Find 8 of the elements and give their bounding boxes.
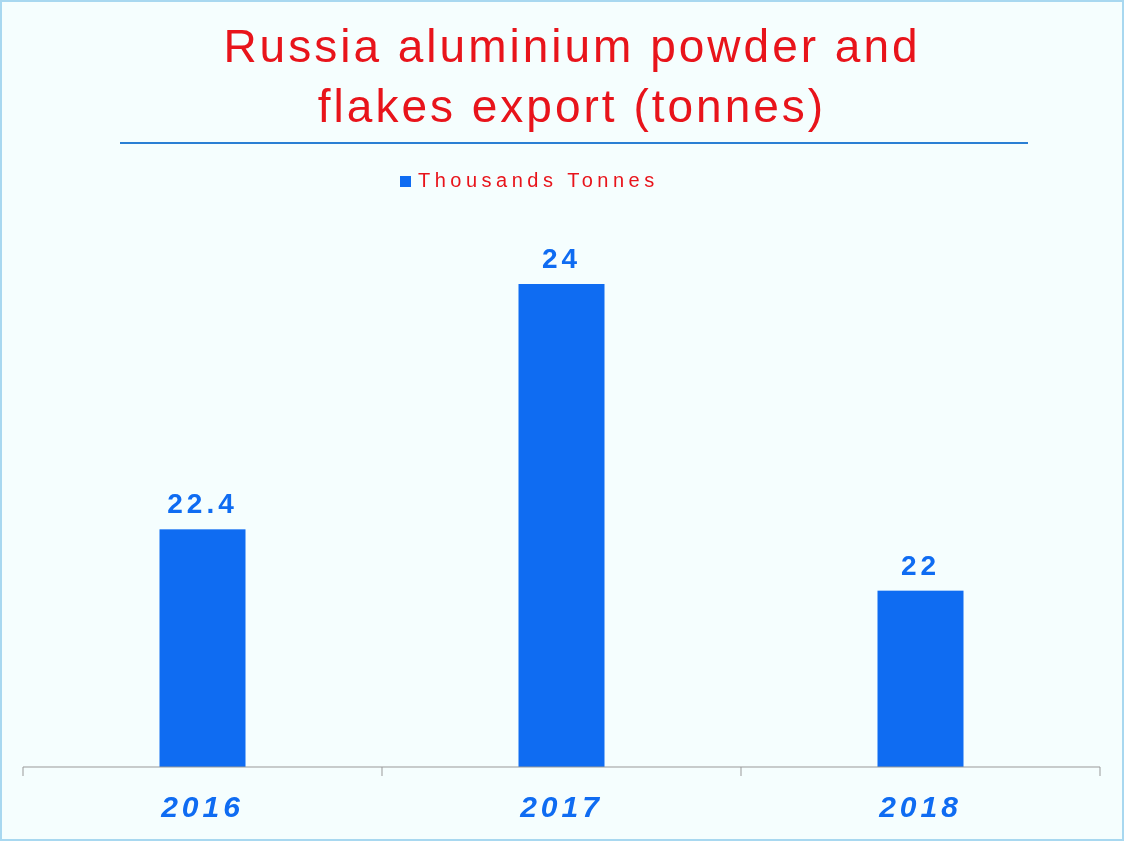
data-label: 22 [900,549,941,581]
data-label: 24 [541,243,582,274]
x-tick-label: 2018 [878,790,962,823]
legend-label: Thousands Tonnes [418,169,659,191]
x-tick-label: 2016 [160,790,244,823]
chart-title: Russia aluminium powder and flakes export (tonnes) [223,20,921,132]
x-tick-label: 2017 [519,790,603,823]
data-label: 22.4 [167,488,238,520]
